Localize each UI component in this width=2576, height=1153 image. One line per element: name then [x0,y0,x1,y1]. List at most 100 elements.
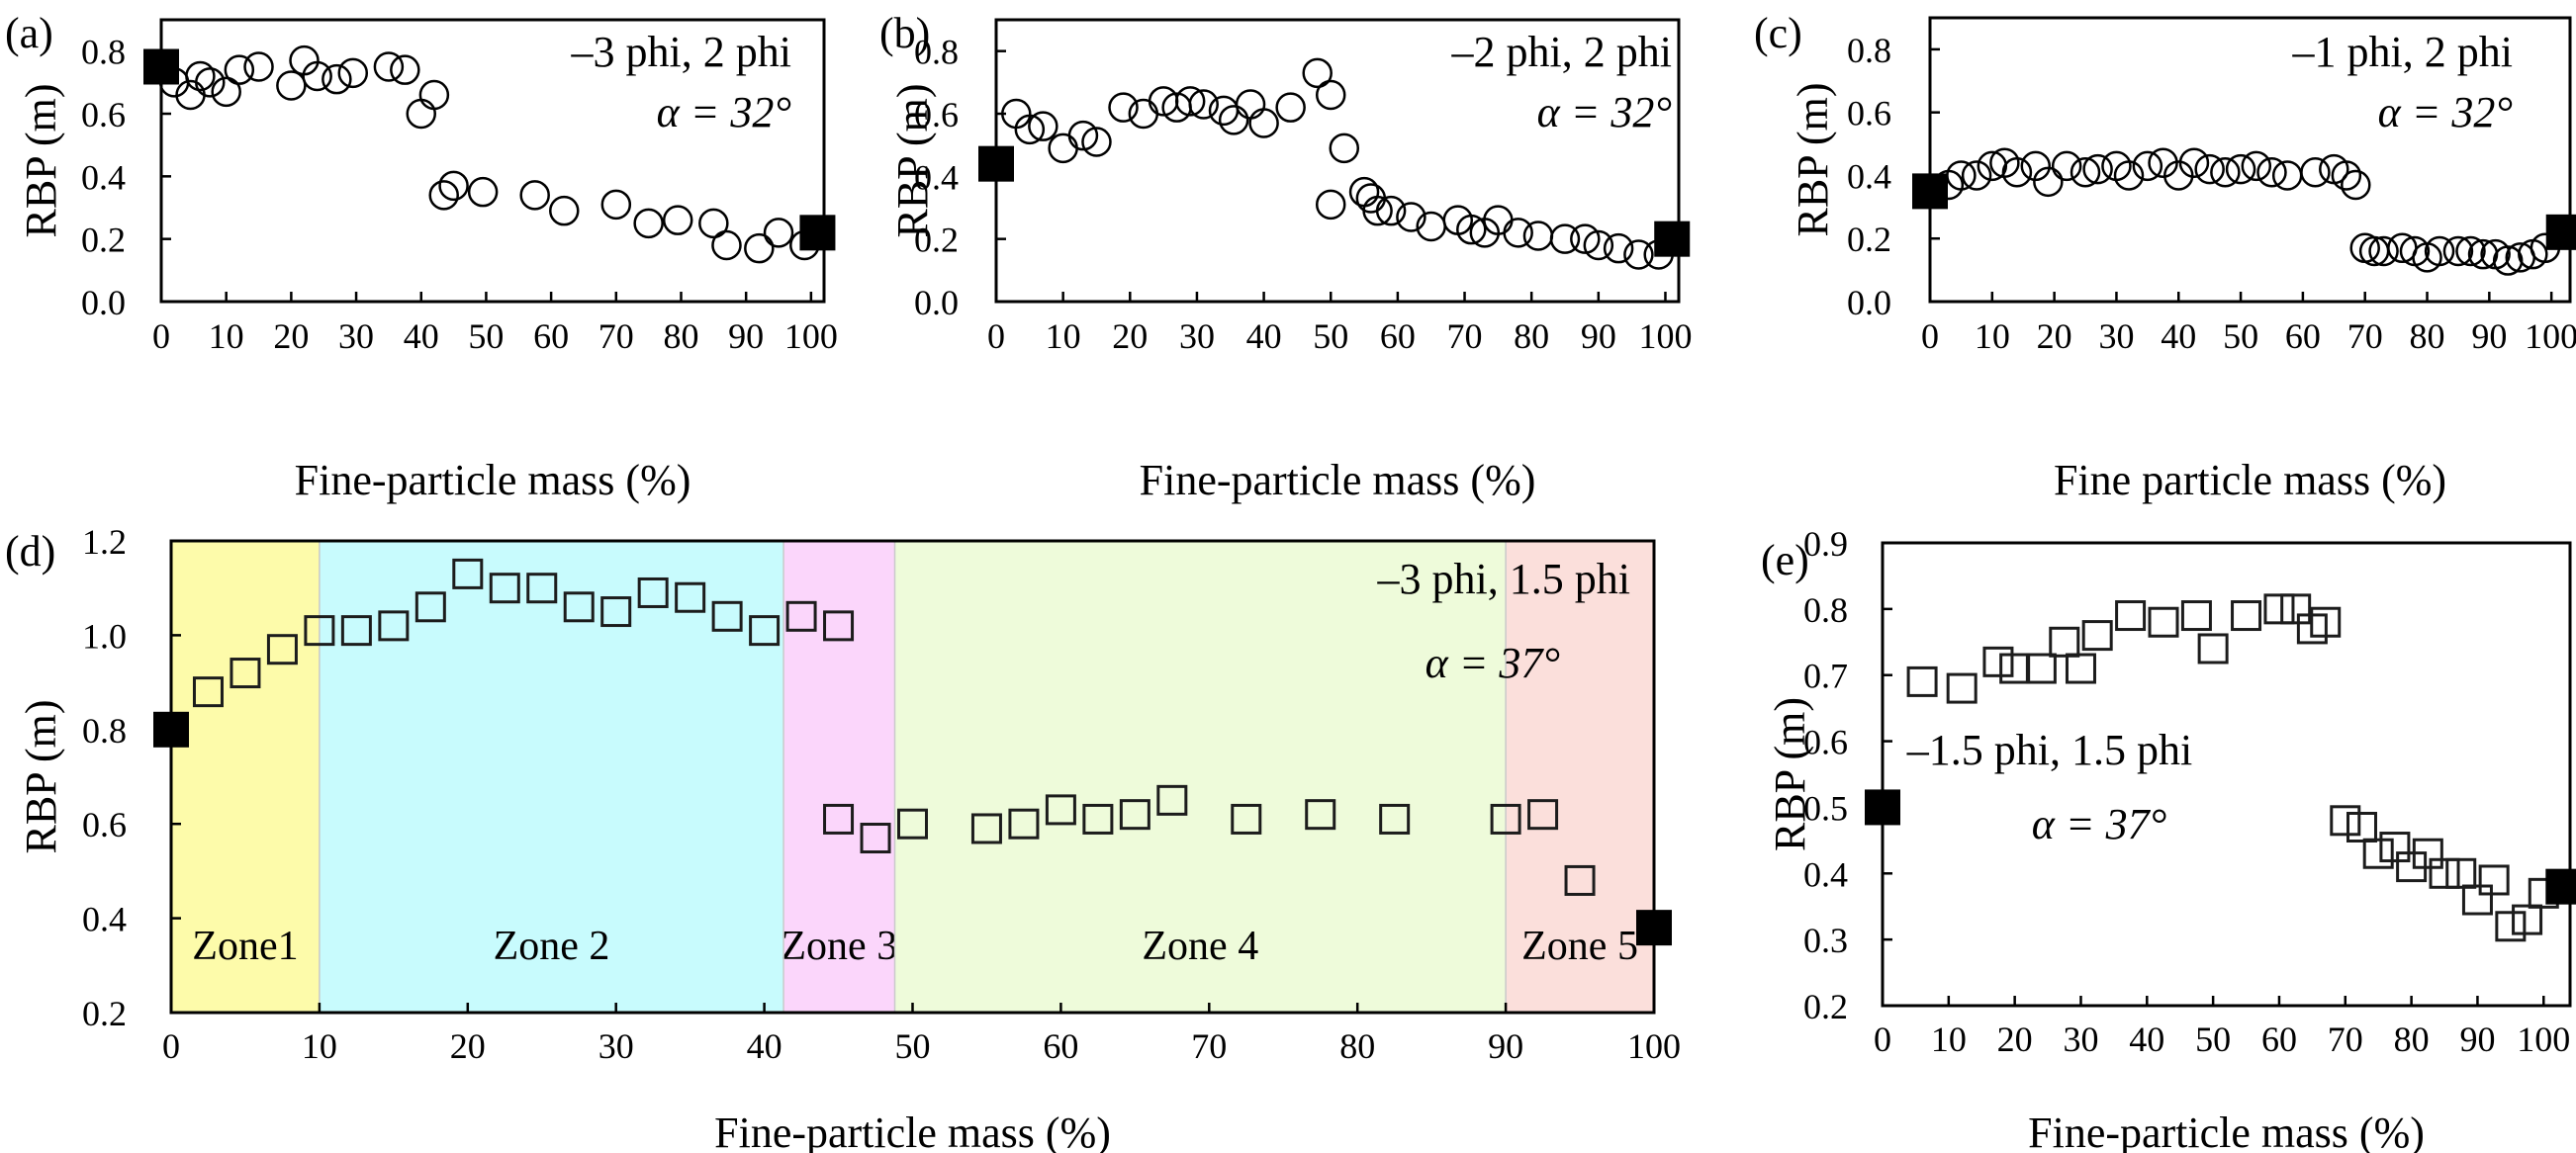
data-point [749,615,781,647]
x-tick-label: 40 [747,1026,782,1066]
x-tick-label: 60 [1380,316,1416,356]
x-tick-label: 20 [1997,1020,2033,1059]
y-tick-label: 0.2 [82,994,127,1033]
y-tick-label: 1.2 [82,522,127,562]
x-tick-label: 90 [1581,316,1616,356]
panel-letter: (d) [5,527,55,576]
data-point [2300,157,2331,188]
data-point [711,229,742,261]
x-tick-label: 50 [2195,1020,2231,1059]
data-point [2442,235,2474,267]
zone-label: Zone 2 [494,924,610,969]
data-point [2070,157,2101,188]
x-tick-label: 20 [450,1026,486,1066]
y-tick-label: 0.4 [914,157,959,197]
x-tick-label: 40 [2161,316,2196,356]
zone-label: Zone 5 [1521,924,1638,969]
x-axis-label: Fine-particle mass (%) [2028,1109,2425,1153]
zone-band [171,541,320,1013]
endpoint-fine [1654,221,1691,257]
y-tick-label: 0.6 [1847,94,1891,133]
x-tick-label: 20 [2037,316,2072,356]
data-point [2424,235,2455,267]
data-point [1014,114,1046,145]
y-tick-label: 0.8 [81,33,126,72]
data-point [2310,606,2342,638]
x-tick-label: 80 [2394,1020,2430,1059]
data-point [860,823,891,854]
data-point [563,591,595,623]
data-point [526,573,558,604]
x-tick-label: 90 [2471,316,2507,356]
data-point [1329,133,1360,164]
panel-letter: (a) [5,9,53,57]
data-point [1490,803,1521,835]
y-tick-label: 1.0 [82,616,127,656]
y-tick-label: 0.2 [81,221,126,260]
x-tick-label: 0 [1874,1020,1891,1059]
data-point [2346,811,2377,843]
data-point [467,176,499,208]
data-point [192,676,224,708]
endpoint-fine [799,215,836,251]
data-point [1008,808,1040,840]
data-point [2225,153,2256,185]
data-point [1961,160,1992,191]
x-tick-label: 60 [2285,316,2321,356]
data-point [633,208,664,239]
x-tick-label: 70 [1447,316,1483,356]
data-point [897,808,928,840]
endpoint-coarse [1865,789,1900,826]
data-point [2180,600,2212,632]
data-point [2081,620,2113,652]
data-point [2263,593,2295,625]
endpoint-coarse [1912,173,1948,210]
data-point [637,576,669,608]
data-point [2445,857,2477,889]
data-point [406,98,436,130]
panel-letter: (b) [879,9,930,57]
data-point [1231,803,1262,835]
y-tick-label: 0.5 [1803,788,1848,828]
data-point [2051,150,2082,182]
data-point [1218,105,1249,135]
data-point [2065,653,2096,684]
data-point [2455,235,2486,267]
data-point [2495,911,2527,942]
x-tick-label: 20 [1112,316,1148,356]
data-point [2132,150,2163,182]
data-point [1999,653,2031,684]
data-point [662,205,693,235]
data-point [2478,864,2510,896]
y-tick-label: 0.7 [1803,657,1848,696]
angle-annotation: α = 37° [1426,639,1560,687]
data-point [266,634,298,665]
y-tick-label: 0.6 [1803,723,1848,762]
x-tick-label: 40 [2129,1020,2164,1059]
data-point [211,76,241,108]
plot-frame [1928,16,2572,304]
data-point [1456,214,1487,245]
data-point [1188,89,1219,120]
data-point [2429,857,2460,889]
panel-letter: (c) [1754,9,1802,57]
data-point [243,51,274,82]
data-point [1503,218,1533,248]
data-point [414,591,446,623]
data-point [1946,160,1977,191]
grain-size-annotation: –1.5 phi, 1.5 phi [1906,726,2192,774]
data-point [489,573,520,604]
data-point [2461,884,2493,916]
grain-size-annotation: –3 phi, 1.5 phi [1377,555,1630,603]
zone-band [783,541,895,1013]
x-tick-label: 80 [2410,316,2445,356]
data-point [2101,150,2132,182]
x-tick-label: 50 [1313,316,1348,356]
data-point [1583,229,1614,261]
data-point [2001,157,2033,188]
data-point [373,51,405,82]
x-tick-label: 0 [152,316,170,356]
angle-annotation: α = 32° [657,88,791,136]
data-point [302,60,332,92]
data-point [2113,160,2145,191]
